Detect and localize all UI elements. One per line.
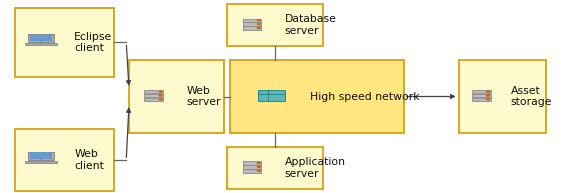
- FancyBboxPatch shape: [144, 98, 163, 101]
- Circle shape: [257, 20, 260, 21]
- FancyBboxPatch shape: [459, 60, 545, 133]
- FancyBboxPatch shape: [268, 94, 285, 101]
- FancyBboxPatch shape: [144, 90, 163, 93]
- Circle shape: [486, 95, 489, 96]
- FancyBboxPatch shape: [28, 152, 54, 160]
- FancyBboxPatch shape: [242, 19, 261, 22]
- Circle shape: [257, 27, 260, 28]
- FancyBboxPatch shape: [242, 169, 261, 173]
- Circle shape: [486, 91, 489, 92]
- Circle shape: [159, 91, 162, 92]
- Circle shape: [486, 99, 489, 100]
- Circle shape: [257, 163, 260, 164]
- FancyBboxPatch shape: [258, 90, 274, 96]
- FancyBboxPatch shape: [258, 94, 274, 101]
- FancyBboxPatch shape: [472, 90, 491, 93]
- FancyBboxPatch shape: [472, 98, 491, 101]
- FancyBboxPatch shape: [25, 43, 57, 45]
- FancyBboxPatch shape: [30, 35, 52, 41]
- Text: Eclipse
client: Eclipse client: [74, 32, 113, 53]
- Circle shape: [257, 170, 260, 171]
- FancyBboxPatch shape: [16, 129, 113, 191]
- Text: High speed network: High speed network: [310, 91, 420, 102]
- FancyBboxPatch shape: [144, 94, 163, 97]
- FancyBboxPatch shape: [242, 161, 261, 165]
- Text: Database
server: Database server: [284, 14, 336, 36]
- FancyBboxPatch shape: [30, 152, 52, 159]
- FancyBboxPatch shape: [227, 147, 323, 189]
- Circle shape: [159, 95, 162, 96]
- FancyBboxPatch shape: [472, 94, 491, 97]
- Text: Web
server: Web server: [186, 86, 220, 107]
- Circle shape: [257, 24, 260, 25]
- FancyBboxPatch shape: [28, 34, 54, 42]
- FancyBboxPatch shape: [227, 4, 323, 46]
- Circle shape: [159, 99, 162, 100]
- FancyBboxPatch shape: [268, 90, 285, 96]
- FancyBboxPatch shape: [242, 22, 261, 26]
- FancyBboxPatch shape: [25, 161, 57, 163]
- FancyBboxPatch shape: [242, 26, 261, 30]
- Circle shape: [257, 166, 260, 168]
- Text: Web
client: Web client: [74, 149, 104, 171]
- FancyBboxPatch shape: [129, 60, 224, 133]
- FancyBboxPatch shape: [16, 8, 113, 77]
- FancyBboxPatch shape: [230, 60, 404, 133]
- Text: Application
server: Application server: [284, 157, 346, 179]
- FancyBboxPatch shape: [242, 165, 261, 169]
- Text: Asset
storage: Asset storage: [511, 86, 552, 107]
